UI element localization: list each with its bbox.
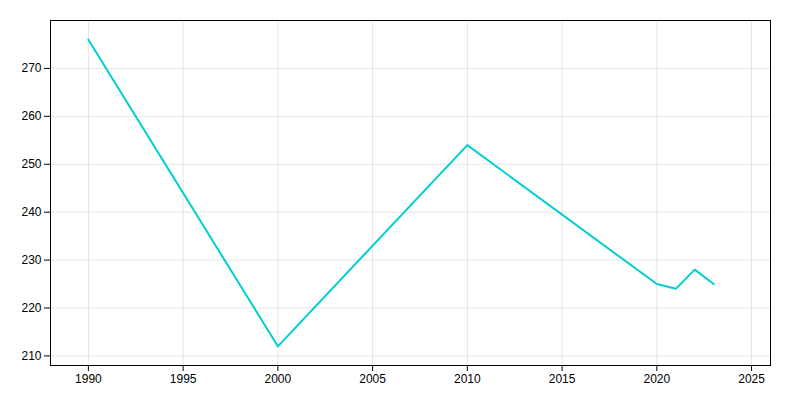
svg-text:1995: 1995 bbox=[170, 372, 197, 386]
svg-text:270: 270 bbox=[21, 61, 41, 75]
svg-text:1990: 1990 bbox=[75, 372, 102, 386]
svg-text:210: 210 bbox=[21, 349, 41, 363]
svg-text:220: 220 bbox=[21, 301, 41, 315]
svg-text:230: 230 bbox=[21, 253, 41, 267]
svg-text:260: 260 bbox=[21, 109, 41, 123]
svg-text:240: 240 bbox=[21, 205, 41, 219]
svg-text:250: 250 bbox=[21, 157, 41, 171]
svg-text:2010: 2010 bbox=[454, 372, 481, 386]
svg-text:2005: 2005 bbox=[359, 372, 386, 386]
svg-text:2020: 2020 bbox=[643, 372, 670, 386]
svg-text:2000: 2000 bbox=[265, 372, 292, 386]
svg-text:2025: 2025 bbox=[738, 372, 765, 386]
svg-text:2015: 2015 bbox=[549, 372, 576, 386]
